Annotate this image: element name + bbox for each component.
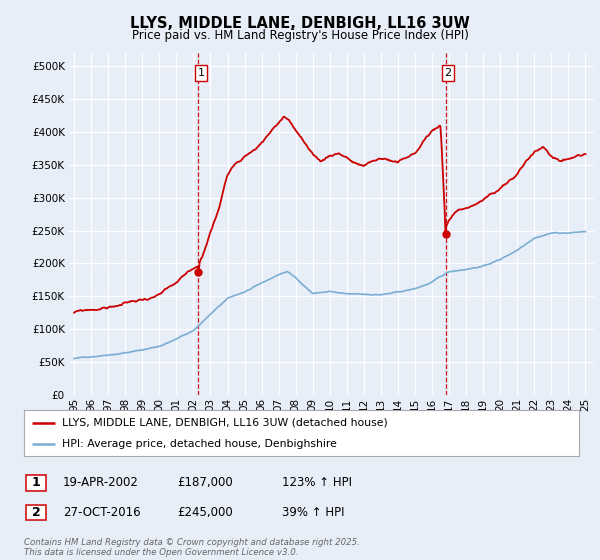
Text: Contains HM Land Registry data © Crown copyright and database right 2025.
This d: Contains HM Land Registry data © Crown c… — [24, 538, 360, 557]
Text: HPI: Average price, detached house, Denbighshire: HPI: Average price, detached house, Denb… — [62, 439, 337, 449]
Text: LLYS, MIDDLE LANE, DENBIGH, LL16 3UW (detached house): LLYS, MIDDLE LANE, DENBIGH, LL16 3UW (de… — [62, 418, 388, 428]
Text: 1: 1 — [197, 68, 205, 78]
Text: £187,000: £187,000 — [177, 476, 233, 489]
Text: 39% ↑ HPI: 39% ↑ HPI — [282, 506, 344, 519]
Text: 2: 2 — [32, 506, 40, 519]
Text: 123% ↑ HPI: 123% ↑ HPI — [282, 476, 352, 489]
Text: LLYS, MIDDLE LANE, DENBIGH, LL16 3UW: LLYS, MIDDLE LANE, DENBIGH, LL16 3UW — [130, 16, 470, 31]
Text: 2: 2 — [445, 68, 452, 78]
Text: £245,000: £245,000 — [177, 506, 233, 519]
Text: Price paid vs. HM Land Registry's House Price Index (HPI): Price paid vs. HM Land Registry's House … — [131, 29, 469, 42]
Text: 27-OCT-2016: 27-OCT-2016 — [63, 506, 140, 519]
Text: 19-APR-2002: 19-APR-2002 — [63, 476, 139, 489]
Text: 1: 1 — [32, 476, 40, 489]
